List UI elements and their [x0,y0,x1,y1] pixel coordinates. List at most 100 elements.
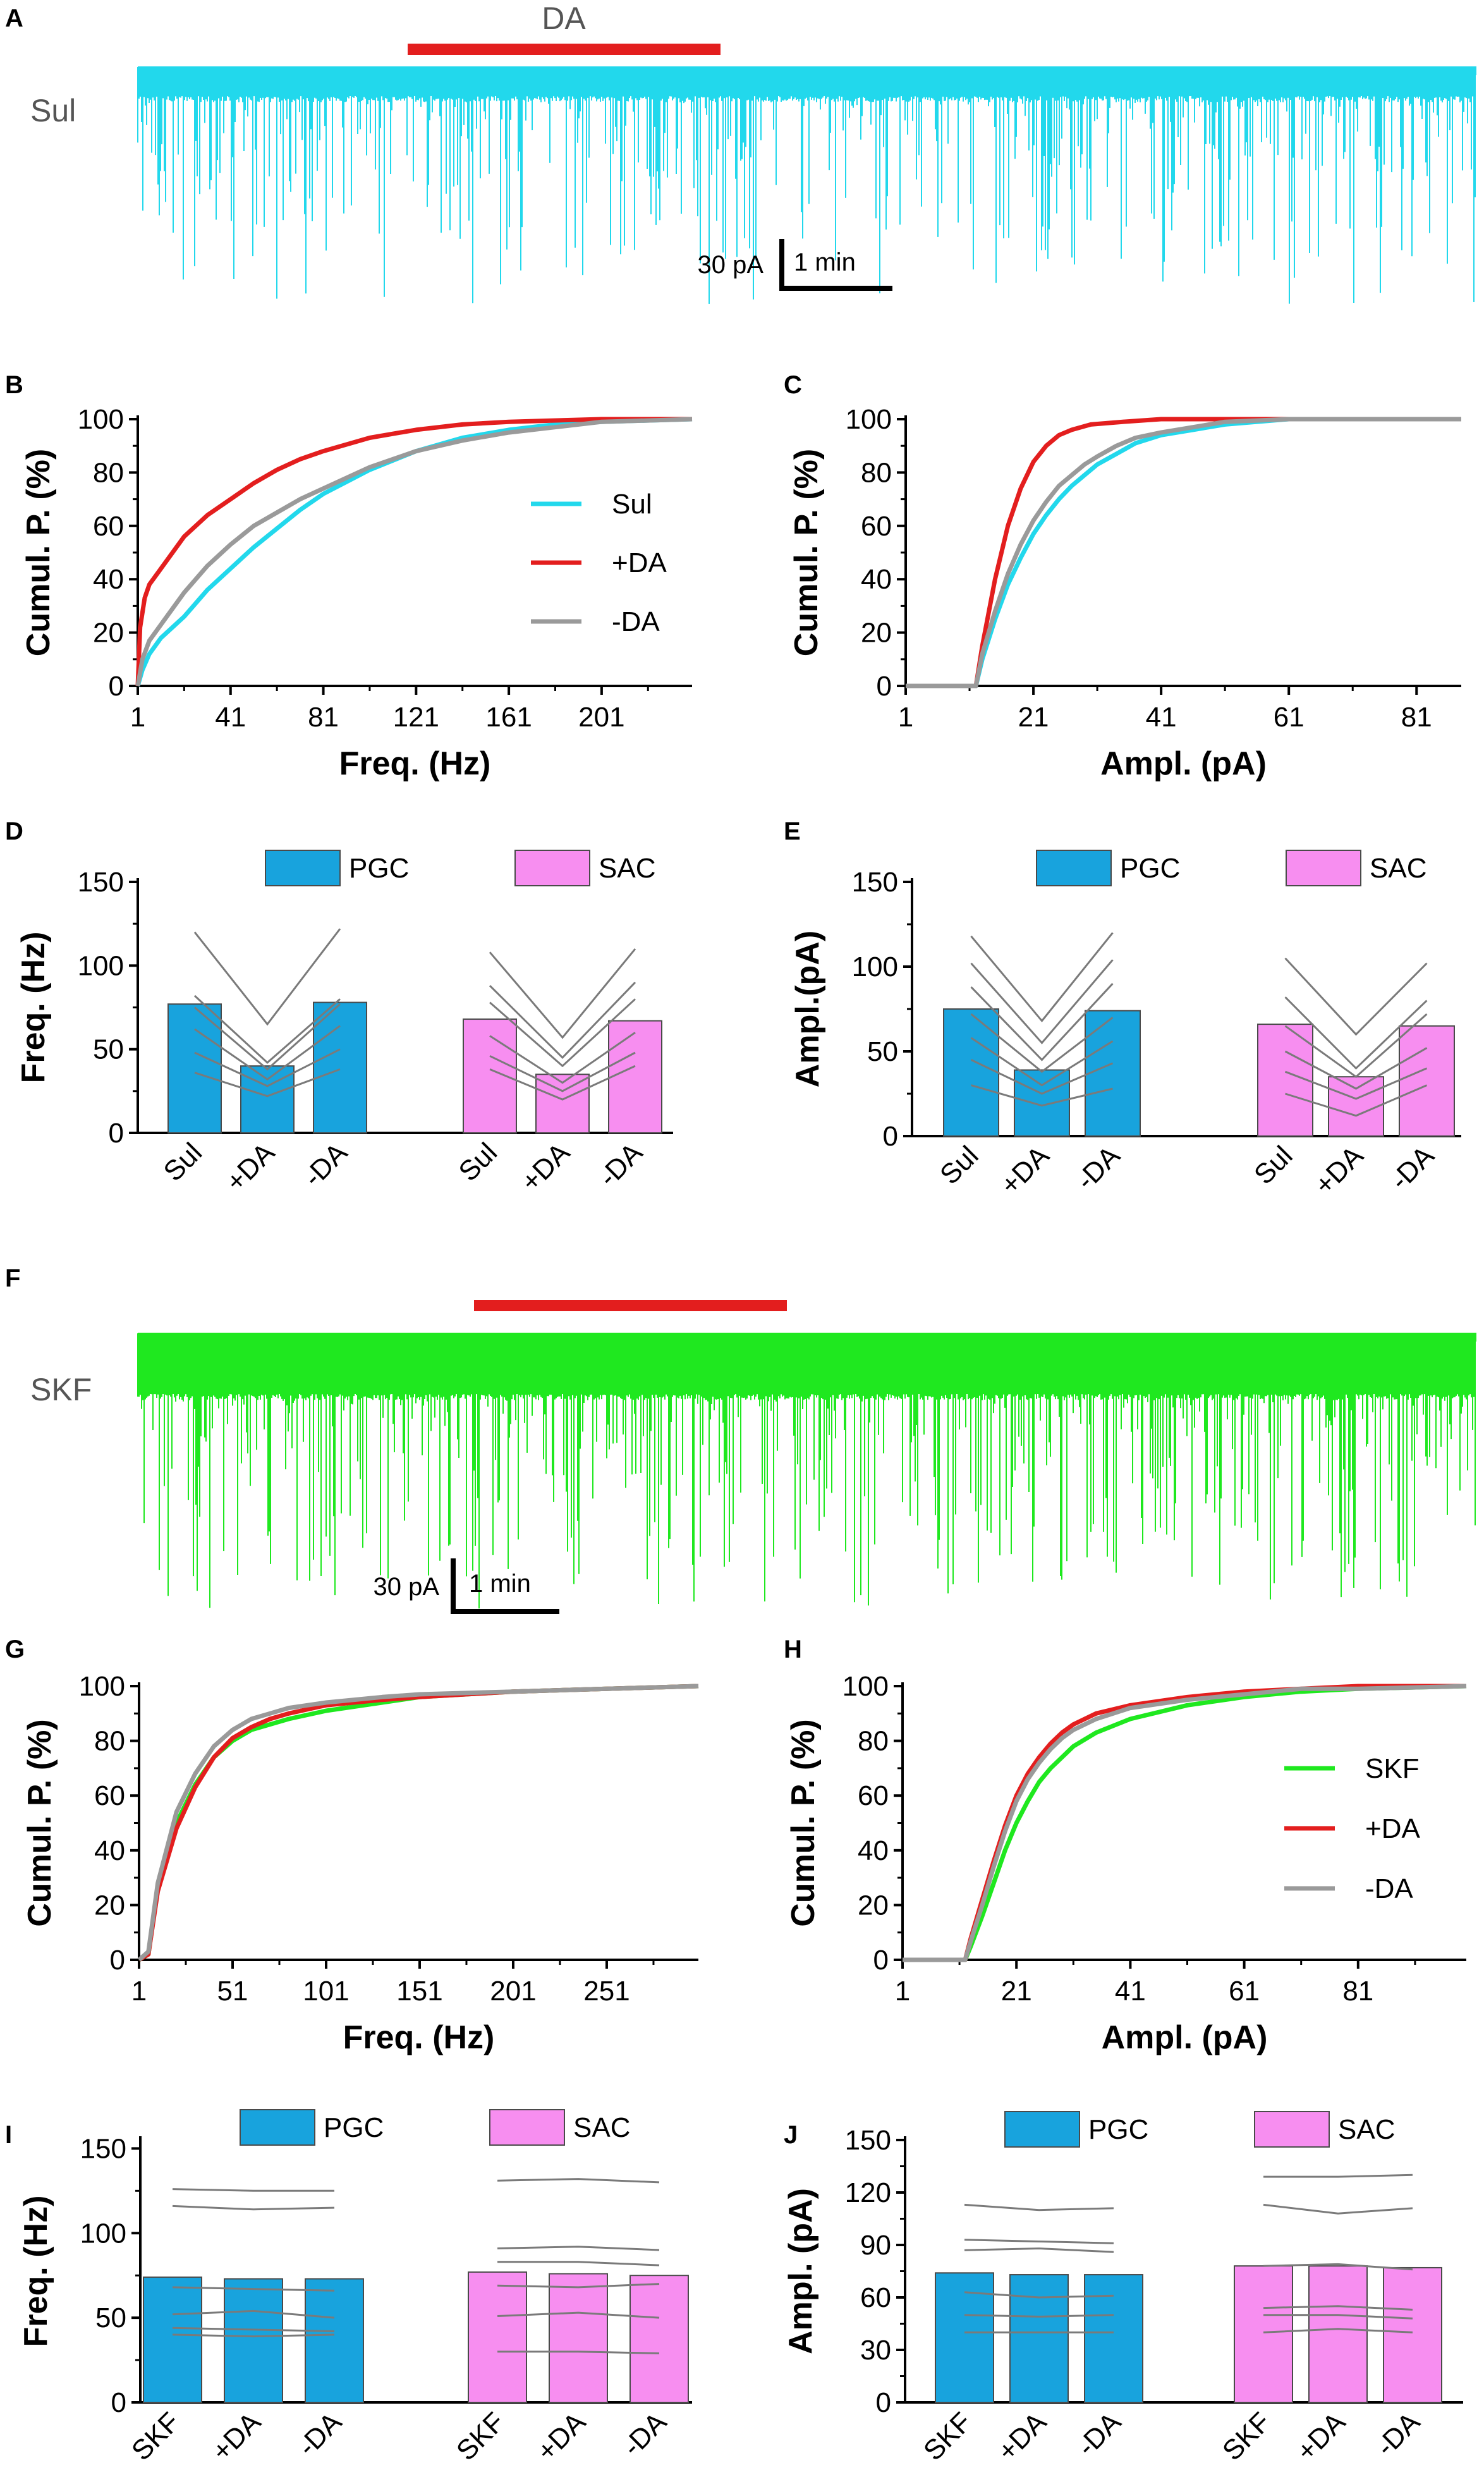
x-tick-label: 81 [1401,702,1432,733]
paired-cell-line [1284,1067,1428,1100]
y-tick-label: 0 [109,1118,124,1149]
paired-cell-line [489,981,636,1060]
y-tick-label: 0 [883,1121,898,1152]
legend-label: PGC [1088,2114,1148,2145]
legend-label: +DA [612,547,667,578]
chart-c-amplitude-cdf: 0 20 40 60 80 100 1 21 41 61 81 Ampl. (pA) Cumul. P.… [788,404,1461,782]
x-tick-label: 201 [490,1976,536,2007]
y-tick-label: 80 [93,457,124,488]
paired-cell-line [172,2286,335,2292]
category-label: -DA [1370,2406,1426,2462]
bar-sac-1 [535,1073,590,1134]
y-tick-label: 60 [94,1780,125,1811]
panel-letter-i: I [5,2121,12,2149]
series-line-sul [906,417,1461,688]
paired-cell-line [1263,2263,1413,2271]
paired-cell-line [497,2351,660,2354]
panel-letter-f: F [5,1264,20,1292]
category-label: -DA [1070,1140,1126,1196]
category-label: SKF [126,2406,186,2466]
paired-cell-line [1284,1047,1428,1090]
bar-sac-2 [629,2275,689,2404]
legend-label: SAC [1370,853,1426,884]
category-label: -DA [1384,1140,1440,1196]
legend-label: PGC [1120,853,1180,884]
series-line-da [135,417,693,687]
paired-cell-line [1284,957,1428,1036]
scale-a-time: 1 min [794,248,856,276]
category-label: +DA [995,1140,1055,1201]
bar-sac-1 [1328,1076,1384,1137]
series-line-skf [138,1684,699,1962]
paired-cell-line [497,2178,660,2184]
paired-cell-line [497,2311,660,2319]
y-tick-label: 90 [860,2230,891,2261]
y-tick-label: 0 [873,1945,889,1976]
scale-f-current: 30 pA [373,1573,439,1601]
bar-pgc-0 [167,1003,222,1134]
y-tick-label: 40 [93,564,124,595]
paired-cell-line [194,1048,341,1087]
y-axis-title: Cumul. P. (%) [20,449,57,656]
y-tick-label: 60 [93,511,124,542]
category-label: +DA [1309,1140,1370,1201]
y-tick-label: 80 [94,1726,125,1757]
y-axis-title: Cumul. P. (%) [785,1719,822,1926]
bar-sac-1 [549,2273,608,2403]
bar-pgc-1 [1009,2274,1069,2404]
category-label: SKF [1217,2406,1277,2466]
paired-cell-line [194,1025,341,1081]
y-tick-label: 0 [109,671,124,702]
y-tick-label: 150 [80,2133,126,2164]
legend-label: SAC [573,2112,630,2143]
y-tick-label: 100 [842,1671,889,1702]
y-tick-label: 0 [110,1945,125,1976]
y-tick-label: 100 [80,2218,126,2249]
category-label: SKF [451,2406,511,2466]
legend-swatch [514,850,590,886]
x-tick-label: 201 [578,702,624,733]
bar-sac-1 [1308,2265,1368,2403]
legend-label: SAC [599,853,655,884]
series-line-skf [903,1684,1467,1962]
paired-cell-line [970,1013,1114,1073]
x-tick-label: 1 [895,1976,910,2007]
series-line-da [137,1684,699,1962]
current-trace-skf [137,1333,1476,1609]
trace-events [137,1333,1476,1609]
y-tick-label: 60 [860,2282,891,2313]
y-tick-label: 60 [858,1780,889,1811]
panel-letter-a: A [5,4,23,32]
paired-cell-line [964,2291,1114,2299]
x-tick-label: 21 [1018,702,1049,733]
y-tick-label: 150 [78,867,124,898]
y-tick-label: 0 [876,2387,891,2418]
paired-cell-line [1284,1013,1428,1079]
x-tick-label: 101 [303,1976,349,2007]
paired-cell-line [194,1068,341,1098]
y-tick-label: 30 [860,2335,891,2366]
paired-cell-line [193,928,341,1026]
paired-cell-line [1285,1084,1428,1117]
paired-cell-line [172,2327,335,2332]
y-tick-label: 150 [845,2125,891,2156]
x-tick-label: 121 [393,702,439,733]
x-tick-label: 251 [583,1976,629,2007]
x-tick-label: 81 [308,702,339,733]
x-tick-label: 1 [130,702,145,733]
category-label: -DA [292,2406,348,2462]
y-tick-label: 0 [111,2387,126,2418]
paired-cell-line [497,2261,660,2266]
category-label: +DA [992,2406,1052,2467]
paired-cell-line [1284,996,1428,1070]
y-tick-label: 40 [94,1835,125,1866]
x-tick-label: 81 [1342,1976,1373,2007]
paired-cell-line [964,2239,1114,2244]
panel-letter-j: J [784,2121,798,2149]
x-tick-label: 41 [215,702,246,733]
panel-letter-g: G [5,1636,25,1663]
bar-sac-2 [608,1020,662,1134]
paired-cell-line [970,1059,1114,1095]
